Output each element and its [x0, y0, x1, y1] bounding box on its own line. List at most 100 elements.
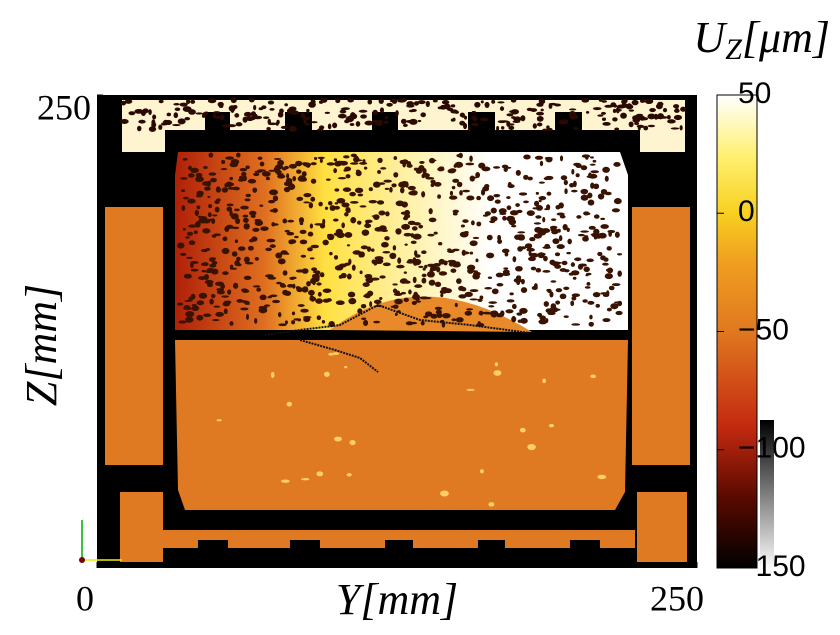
speckle-dot — [559, 155, 564, 162]
speckle-dot — [578, 263, 587, 267]
speckle-dot — [380, 167, 387, 170]
speckle-dot — [152, 114, 157, 120]
speckle-dot — [347, 98, 354, 103]
speckle-dot — [471, 122, 479, 127]
speckle-dot — [182, 196, 189, 200]
speckle-dot — [610, 303, 619, 310]
speckle-dot — [453, 164, 457, 168]
speckle-dot — [410, 190, 418, 196]
speckle-dot — [413, 258, 422, 266]
speckle-dot — [347, 208, 351, 213]
speckle-dot — [537, 252, 545, 259]
speckle-dot — [333, 205, 340, 210]
speckle-dot — [273, 157, 282, 160]
speckle-dot — [422, 296, 432, 300]
speckle-dot — [477, 321, 481, 326]
speckle-dot — [515, 265, 523, 272]
speckle-dot — [269, 209, 277, 213]
speckle-dot — [587, 300, 595, 305]
speckle-dot — [360, 114, 367, 119]
speckle-dot — [251, 236, 258, 242]
speckle-dot — [343, 169, 348, 172]
speckle-dot — [613, 161, 621, 167]
speckle-dot — [242, 217, 249, 223]
speckle-dot — [425, 177, 435, 180]
speckle-dot — [363, 166, 368, 170]
speckle-dot — [544, 175, 554, 180]
speckle-dot — [469, 240, 478, 247]
speckle-dot — [589, 163, 596, 166]
speckle-dot — [508, 125, 515, 130]
speckle-dot — [532, 207, 538, 210]
speckle-dot — [392, 283, 398, 286]
speckle-dot — [529, 237, 536, 242]
speckle-dot — [497, 234, 502, 241]
speckle-dot — [470, 270, 479, 273]
speckle-dot — [231, 226, 240, 230]
speckle-dot — [452, 209, 459, 214]
speckle-dot — [313, 157, 318, 161]
speckle-dot — [464, 115, 468, 120]
speckle-dot — [240, 307, 249, 311]
speckle-dot — [562, 223, 568, 231]
speckle-dot — [486, 234, 493, 241]
speckle-dot — [611, 208, 620, 213]
speckle-dot — [461, 251, 470, 255]
speckle-dot — [310, 121, 318, 124]
speckle-dot — [466, 308, 473, 311]
speckle-dot — [202, 262, 209, 267]
speckle-dot — [311, 100, 316, 104]
speckle-dot — [529, 252, 539, 258]
speckle-dot — [585, 212, 591, 216]
speckle-dot — [202, 112, 207, 117]
speckle-dot — [563, 269, 570, 273]
speckle-dot — [477, 298, 483, 303]
top-clamp — [165, 112, 640, 152]
speckle-dot — [173, 103, 180, 106]
speckle-dot — [296, 169, 302, 174]
speckle-dot — [284, 229, 290, 233]
speckle-dot — [433, 181, 442, 187]
speckle-dot — [526, 247, 535, 252]
speckle-dot — [187, 173, 195, 178]
speckle-dot — [535, 191, 539, 195]
speckle-dot — [583, 266, 590, 273]
speckle-dot — [321, 319, 326, 324]
speckle-dot — [240, 205, 249, 210]
speckle-dot — [464, 310, 473, 316]
speckle-dot — [215, 311, 224, 317]
speckle-dot — [230, 97, 237, 104]
speckle-dot — [376, 200, 385, 205]
speckle-dot — [479, 117, 489, 122]
speckle-dot — [177, 118, 186, 125]
speckle-dot — [443, 260, 448, 266]
speckle-dot — [299, 239, 308, 245]
speckle-dot — [554, 264, 562, 269]
speckle-dot — [227, 289, 232, 295]
y-axis-label: Z[mm] — [17, 284, 66, 406]
speckle-dot — [537, 312, 543, 318]
speckle-dot — [306, 281, 311, 287]
speckle-dot — [222, 271, 229, 276]
speckle-dot — [304, 122, 310, 126]
speckle-dot — [247, 245, 254, 251]
speckle-dot — [505, 309, 514, 314]
speckle-dot — [227, 124, 237, 128]
speckle-dot — [183, 304, 191, 310]
speckle-dot — [239, 175, 243, 181]
speckle-dot — [360, 245, 369, 250]
speckle-dot — [277, 159, 285, 166]
speckle-dot — [358, 109, 368, 113]
speckle-dot — [240, 288, 248, 292]
speckle-dot — [256, 287, 262, 292]
speckle-dot — [177, 242, 185, 249]
speckle-dot — [316, 315, 322, 321]
speckle-dot — [553, 103, 562, 107]
speckle-dot — [124, 99, 133, 104]
speckle-dot — [670, 127, 680, 130]
speckle-dot — [332, 352, 340, 355]
speckle-dot — [449, 195, 458, 200]
speckle-dot — [378, 225, 387, 232]
speckle-dot — [301, 171, 307, 177]
colorbar-tick-label: −50 — [738, 313, 789, 346]
